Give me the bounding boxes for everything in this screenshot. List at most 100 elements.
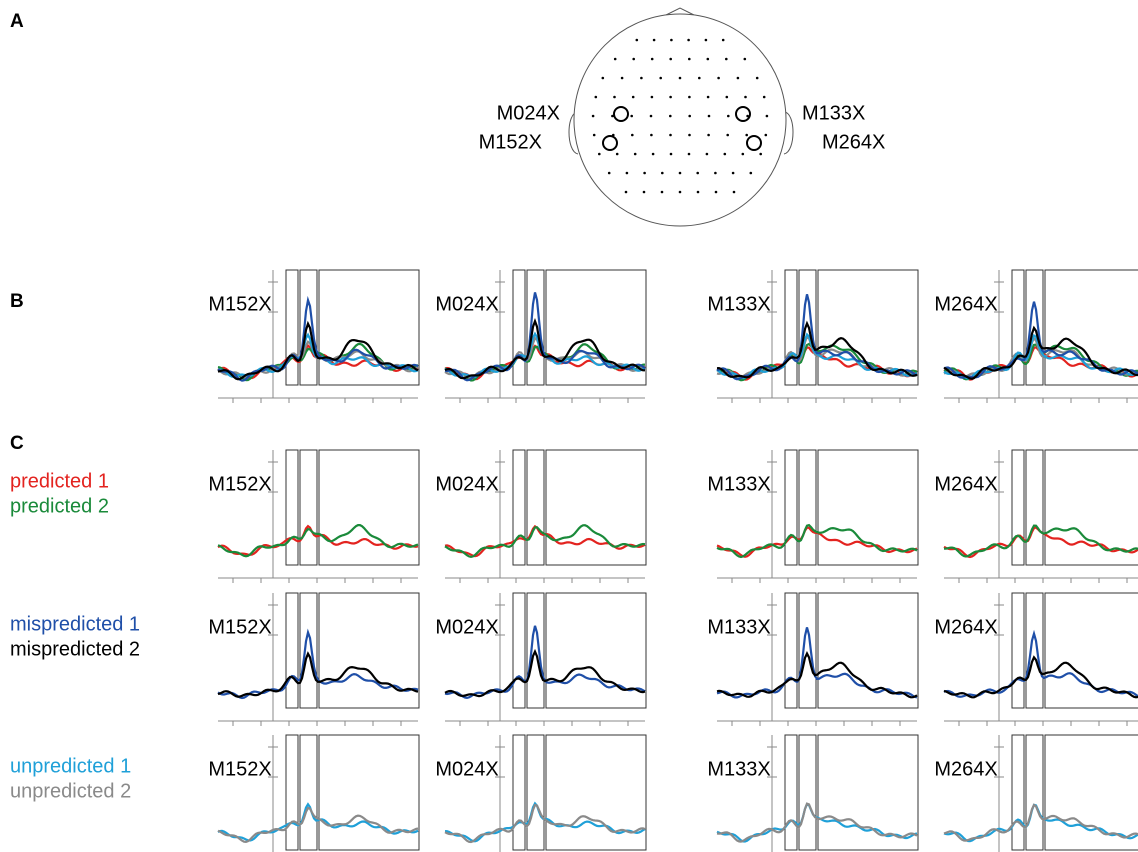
- window: [300, 270, 317, 385]
- electrode: [643, 191, 646, 194]
- panel-title: M024X: [435, 616, 498, 638]
- panel-title: M264X: [934, 758, 997, 780]
- electrode: [670, 39, 673, 42]
- window: [818, 450, 918, 565]
- electrode: [766, 115, 769, 118]
- window: [799, 270, 816, 385]
- electrode: [630, 115, 633, 118]
- electrode: [651, 58, 654, 61]
- panel-title: M264X: [934, 293, 997, 315]
- electrode: [616, 153, 619, 156]
- electrode: [725, 58, 728, 61]
- waveform: [218, 526, 418, 555]
- erf-panel: M024X: [435, 270, 646, 403]
- legend-entry: mispredicted 2: [10, 638, 140, 660]
- electrode: [706, 153, 709, 156]
- erf-panel: M024X: [435, 735, 646, 852]
- window: [319, 735, 419, 850]
- panel-title: M152X: [208, 293, 271, 315]
- panel-title: M152X: [208, 616, 271, 638]
- window: [799, 450, 816, 565]
- erf-panel: M133X: [707, 735, 918, 852]
- window: [286, 270, 298, 385]
- legend-entry: unpredicted 1: [10, 755, 131, 777]
- window: [513, 270, 525, 385]
- electrode: [759, 153, 762, 156]
- window: [513, 450, 525, 565]
- erf-panel: M152X: [208, 450, 419, 583]
- window: [300, 593, 317, 708]
- window: [1012, 270, 1024, 385]
- electrode: [727, 115, 730, 118]
- erf-panel: M152X: [208, 735, 419, 852]
- electrode: [602, 77, 605, 80]
- window: [1012, 450, 1024, 565]
- electrode: [593, 134, 596, 137]
- window: [785, 593, 797, 708]
- window: [1026, 450, 1043, 565]
- electrode: [722, 39, 725, 42]
- erf-panel: M133X: [707, 270, 918, 403]
- electrode: [592, 115, 595, 118]
- waveform: [445, 526, 645, 556]
- electrode: [688, 153, 691, 156]
- waveform: [445, 321, 645, 378]
- window: [799, 593, 816, 708]
- window: [818, 593, 918, 708]
- electrode: [763, 96, 766, 99]
- electrode: [614, 58, 617, 61]
- electrode: [733, 191, 736, 194]
- electrode: [744, 96, 747, 99]
- panel-label: B: [10, 291, 24, 312]
- erf-panel: M133X: [707, 450, 918, 583]
- waveform: [717, 804, 917, 842]
- electrode: [679, 191, 682, 194]
- window: [1012, 593, 1024, 708]
- window: [785, 735, 797, 850]
- window: [1045, 735, 1138, 850]
- electrode: [652, 153, 655, 156]
- panel-title: M024X: [435, 758, 498, 780]
- waveform: [944, 805, 1138, 841]
- erf-panel: M264X: [934, 450, 1138, 583]
- window: [785, 450, 797, 565]
- waveform: [218, 632, 418, 698]
- window: [513, 593, 525, 708]
- panel-title: M133X: [707, 473, 770, 495]
- electrode: [631, 134, 634, 137]
- electrode: [742, 153, 745, 156]
- electrode: [669, 58, 672, 61]
- panel-label: A: [10, 11, 24, 32]
- waveform: [218, 804, 418, 840]
- electrode: [750, 172, 753, 175]
- electrode: [717, 77, 720, 80]
- electrode: [651, 96, 654, 99]
- window: [1012, 735, 1024, 850]
- panel-title: M133X: [707, 293, 770, 315]
- electrode: [688, 96, 691, 99]
- sensor-label: M152X: [479, 131, 542, 153]
- electrode: [708, 115, 711, 118]
- waveform: [717, 654, 917, 698]
- electrode: [698, 77, 701, 80]
- electrode: [669, 96, 672, 99]
- waveform: [445, 652, 645, 697]
- electrode: [670, 153, 673, 156]
- legend-entry: mispredicted 1: [10, 613, 140, 635]
- electrode: [621, 77, 624, 80]
- waveform: [445, 803, 645, 841]
- electrode: [661, 191, 664, 194]
- waveform: [218, 342, 418, 378]
- electrode: [715, 191, 718, 194]
- electrode: [732, 172, 735, 175]
- window: [799, 735, 816, 850]
- electrode: [726, 96, 729, 99]
- window: [286, 450, 298, 565]
- electrode: [669, 134, 672, 137]
- electrode: [726, 134, 729, 137]
- electrode: [659, 77, 662, 80]
- window: [286, 593, 298, 708]
- window: [527, 270, 544, 385]
- electrode: [696, 172, 699, 175]
- waveform: [218, 808, 418, 842]
